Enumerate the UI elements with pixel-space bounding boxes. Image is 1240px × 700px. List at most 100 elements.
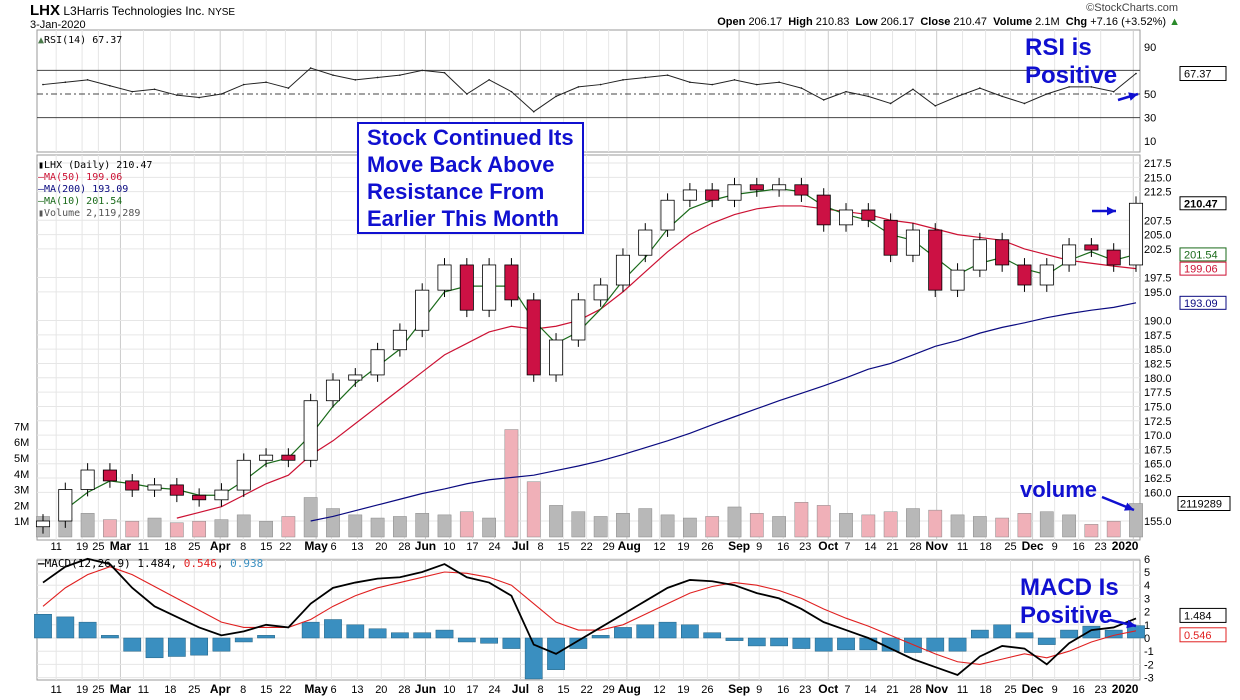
x-axis-label: 28 (398, 684, 410, 696)
volume-bar (415, 513, 430, 538)
volume-arrow-icon-head (1124, 502, 1134, 511)
x-axis-label: 20 (375, 684, 387, 696)
price-tick-label: 195.0 (1144, 287, 1172, 299)
candle-body (816, 194, 831, 226)
volume-tick-label: 2M (14, 500, 29, 512)
candle-body (972, 239, 987, 271)
price-tick-label: 167.5 (1144, 444, 1172, 456)
x-axis-label: 9 (756, 541, 762, 553)
macd-histogram-bar (368, 628, 387, 639)
price-tick-label: 172.5 (1144, 416, 1172, 428)
rsi-tick-label: 10 (1144, 136, 1156, 148)
candle-body (615, 254, 630, 286)
x-axis-label: 25 (188, 541, 200, 553)
candle-body (571, 299, 586, 341)
rsi-legend-text: RSI(14) 67.37 (44, 35, 123, 46)
volume-tick-label: 5M (14, 453, 29, 465)
annotation-line: Earlier This Month (367, 206, 559, 231)
macd-signal-line (42, 566, 1137, 665)
x-axis-label: 17 (466, 684, 478, 696)
x-axis-label: 18 (979, 541, 991, 553)
price-tick-label: 185.0 (1144, 344, 1172, 356)
legend-price: ▮LHX (Daily) 210.47 (38, 160, 152, 172)
macd-histogram-bar (1082, 625, 1101, 639)
volume-tick-label: 6M (14, 437, 29, 449)
annotation-line: Stock Continued Its (367, 125, 574, 150)
candle-body (772, 184, 787, 191)
macd-histogram-bar (480, 637, 498, 644)
candle-body (1106, 249, 1121, 266)
chart-date: 3-Jan-2020 (30, 19, 86, 31)
high-label: High (788, 16, 813, 28)
macd-histogram-bar (681, 624, 699, 639)
volume-bar (928, 509, 943, 538)
x-axis-label: 23 (1095, 684, 1107, 696)
x-axis-label: 26 (701, 684, 713, 696)
macd-histogram-bar (212, 637, 231, 652)
price-tick-label: 155.0 (1144, 516, 1172, 528)
x-axis-label: 25 (92, 684, 104, 696)
legend-volume-text: Volume 2,119,289 (44, 208, 141, 219)
x-axis-label: 18 (164, 684, 176, 696)
candle-body (1039, 264, 1054, 286)
candle-body (437, 264, 452, 291)
macd-histogram-bar (413, 632, 432, 639)
x-axis-label: 14 (864, 684, 876, 696)
x-axis-label: Jun (415, 682, 436, 696)
candle-body (147, 484, 162, 491)
x-axis-label: 19 (76, 684, 88, 696)
x-axis-label: 14 (864, 541, 876, 553)
candle-body (459, 264, 474, 311)
macd-histogram-bar (435, 629, 454, 639)
x-axis-label: Mar (110, 682, 132, 696)
candle-body (281, 454, 296, 461)
price-tick-label: 177.5 (1144, 387, 1172, 399)
close-value: 210.47 (953, 16, 988, 28)
candle-body (415, 289, 430, 331)
macd-tick-label: 5 (1144, 567, 1150, 579)
volume-bar (1084, 524, 1099, 538)
ma50-line (176, 205, 1137, 519)
high-value: 210.83 (815, 16, 850, 28)
x-axis-label: 19 (76, 541, 88, 553)
candle-body (259, 454, 274, 461)
x-axis-label: 19 (677, 541, 689, 553)
x-axis-label: 8 (240, 541, 246, 553)
volume-bar (1129, 503, 1143, 538)
x-axis-label: 11 (50, 684, 61, 696)
price-tick-label: 190.0 (1144, 316, 1172, 328)
macd-histogram-bar (636, 624, 655, 639)
macd-last-box-signal (1179, 627, 1227, 643)
price-tick-label: 165.0 (1144, 459, 1172, 471)
last-value-label-ma10: 201.54 (1184, 249, 1218, 261)
volume-annotation: volume (1020, 477, 1098, 502)
price-tick-label: 175.0 (1144, 401, 1172, 413)
macd-annotation: MACD Is Positive (1020, 574, 1119, 630)
x-axis-label: 23 (799, 684, 811, 696)
macd-histogram-bar (78, 621, 97, 639)
x-axis-label: Jul (512, 539, 529, 553)
candle-body (794, 184, 809, 196)
macd-last-label-macd: 1.484 (1184, 610, 1212, 622)
rsi-tick-label: 30 (1144, 113, 1156, 125)
volume-bar (1062, 514, 1076, 538)
price-tick-label: 170.0 (1144, 430, 1172, 442)
x-axis-label: Jun (415, 539, 436, 553)
price-tick-label: 202.5 (1144, 244, 1172, 256)
low-value: 206.17 (880, 16, 915, 28)
x-axis-label: 8 (537, 541, 543, 553)
x-axis-label: 25 (188, 684, 200, 696)
macd-histogram-bar (614, 627, 632, 639)
last-value-box-ma200 (1179, 295, 1227, 310)
candle-body (1062, 244, 1077, 266)
x-axis-label: 12 (653, 684, 665, 696)
candle-body (682, 189, 697, 201)
macd-histogram-bar (457, 637, 476, 643)
x-axis-label: May (304, 539, 328, 553)
macd-line (42, 557, 1137, 676)
macd-histogram-bar (167, 637, 186, 657)
macd-legend-hist: 0.938 (230, 557, 264, 570)
ma200-line (310, 302, 1137, 522)
price-tick-label: 197.5 (1144, 273, 1172, 285)
legend-ma200: —MA(200) 193.09 (38, 184, 129, 195)
